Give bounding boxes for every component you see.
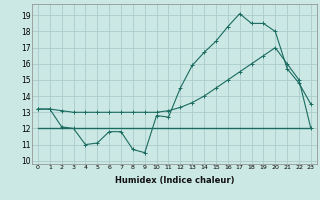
X-axis label: Humidex (Indice chaleur): Humidex (Indice chaleur) — [115, 176, 234, 185]
